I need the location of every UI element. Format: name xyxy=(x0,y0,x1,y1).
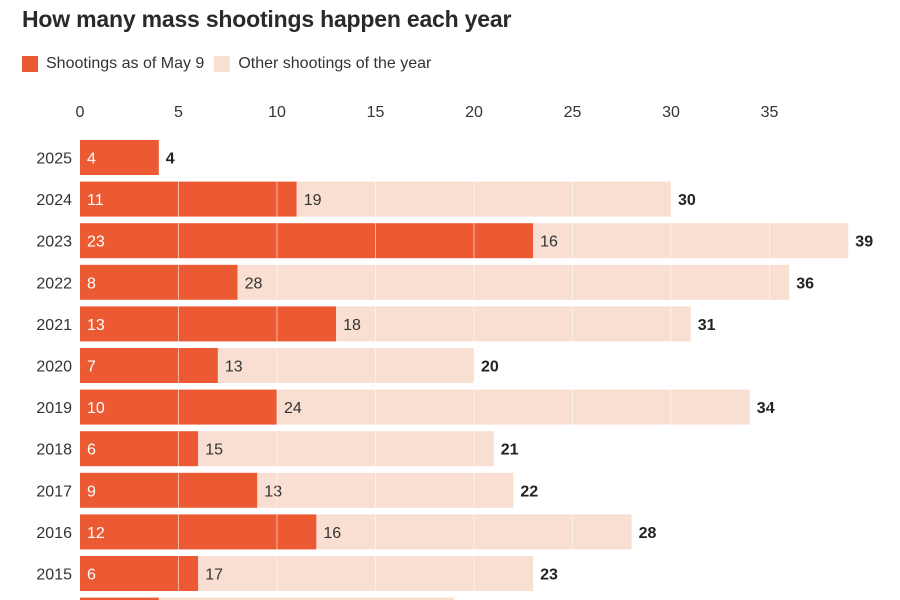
x-tick-label-20: 20 xyxy=(465,104,483,121)
value-label-other-2016: 16 xyxy=(323,525,341,542)
bar-other-2022 xyxy=(237,264,790,300)
y-label-2015: 2015 xyxy=(36,567,72,584)
x-tick-label-25: 25 xyxy=(564,104,582,121)
total-label-2017: 22 xyxy=(520,483,538,500)
legend-label-other: Other shootings of the year xyxy=(238,55,432,72)
value-label-may9-2017: 9 xyxy=(87,483,96,500)
total-label-2018: 21 xyxy=(501,442,519,459)
value-label-other-2020: 13 xyxy=(225,359,243,376)
y-label-2025: 2025 xyxy=(36,151,72,168)
value-label-other-2022: 28 xyxy=(245,275,263,292)
bar-other-partial xyxy=(158,597,455,600)
total-label-2023: 39 xyxy=(855,234,873,251)
value-label-may9-2025: 4 xyxy=(87,151,96,168)
bar-other-2020 xyxy=(217,348,474,383)
value-label-other-2019: 24 xyxy=(284,400,302,417)
y-label-2023: 2023 xyxy=(36,234,72,251)
y-label-2021: 2021 xyxy=(36,317,72,334)
total-label-2020: 20 xyxy=(481,359,499,376)
bar-may9-2022 xyxy=(80,264,238,300)
bar-other-2021 xyxy=(336,306,691,342)
total-label-2022: 36 xyxy=(796,275,814,292)
value-label-may9-2021: 13 xyxy=(87,317,105,334)
legend: Shootings as of May 9 Other shootings of… xyxy=(22,54,441,74)
legend-swatch-other xyxy=(214,56,231,72)
y-label-2022: 2022 xyxy=(36,275,72,292)
bar-may9-2016 xyxy=(80,514,317,550)
x-tick-label-30: 30 xyxy=(662,104,680,121)
legend-item-may9: Shootings as of May 9 xyxy=(22,55,204,73)
total-label-2024: 30 xyxy=(678,192,696,209)
bar-may9-2017 xyxy=(80,472,258,508)
x-tick-label-35: 35 xyxy=(761,104,779,121)
bar-may9-2015 xyxy=(80,556,199,591)
value-label-may9-2024: 11 xyxy=(87,192,104,209)
chart-title: How many mass shootings happen each year xyxy=(22,6,512,32)
y-label-2024: 2024 xyxy=(36,192,72,209)
bar-may9-2024 xyxy=(80,181,297,217)
y-label-2016: 2016 xyxy=(36,525,72,542)
value-label-other-2024: 19 xyxy=(304,192,322,209)
value-label-other-2018: 15 xyxy=(205,442,223,459)
total-label-2015: 23 xyxy=(540,567,558,584)
x-tick-label-0: 0 xyxy=(76,104,85,121)
value-label-may9-2023: 23 xyxy=(87,234,105,251)
bar-other-2024 xyxy=(296,181,671,217)
legend-item-other: Other shootings of the year xyxy=(214,55,431,73)
bar-may9-2023 xyxy=(80,223,534,259)
bar-other-2018 xyxy=(198,431,494,467)
x-tick-label-5: 5 xyxy=(174,104,183,121)
bar-may9-2025 xyxy=(80,140,159,175)
value-label-may9-2020: 7 xyxy=(87,359,96,376)
value-label-other-2017: 13 xyxy=(264,483,282,500)
value-label-other-2015: 17 xyxy=(205,567,223,584)
value-label-other-2021: 18 xyxy=(343,317,361,334)
total-label-2025: 4 xyxy=(166,151,175,168)
y-label-2019: 2019 xyxy=(36,400,72,417)
value-label-may9-2018: 6 xyxy=(87,442,96,459)
bar-other-2015 xyxy=(198,556,534,591)
bar-other-2019 xyxy=(277,389,750,425)
bar-may9-2020 xyxy=(80,348,218,383)
value-label-may9-2015: 6 xyxy=(87,567,96,584)
legend-label-may9: Shootings as of May 9 xyxy=(46,55,205,72)
total-label-2021: 31 xyxy=(698,317,716,334)
y-label-2020: 2020 xyxy=(36,359,72,376)
value-label-may9-2016: 12 xyxy=(87,525,105,542)
bar-other-2023 xyxy=(533,223,849,259)
bar-may9-2018 xyxy=(80,431,199,467)
x-tick-label-15: 15 xyxy=(367,104,385,121)
total-label-2019: 34 xyxy=(757,400,775,417)
x-tick-label-10: 10 xyxy=(268,104,286,121)
value-label-other-2023: 16 xyxy=(540,234,558,251)
value-label-may9-2019: 10 xyxy=(87,400,105,417)
total-label-2016: 28 xyxy=(639,525,657,542)
value-label-may9-2022: 8 xyxy=(87,275,96,292)
bar-may9-partial xyxy=(80,597,159,600)
legend-swatch-may9 xyxy=(22,56,38,72)
y-label-2017: 2017 xyxy=(36,483,72,500)
bar-other-2017 xyxy=(257,472,514,508)
bar-may9-2021 xyxy=(80,306,337,342)
y-label-2018: 2018 xyxy=(36,442,72,459)
